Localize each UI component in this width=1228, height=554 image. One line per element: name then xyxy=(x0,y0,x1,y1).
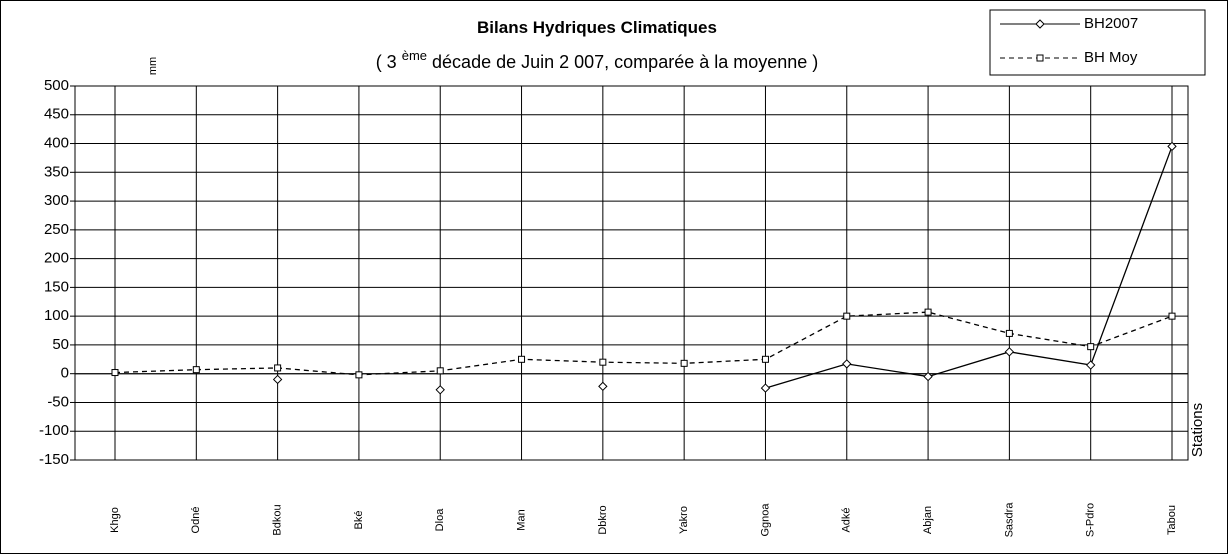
y-tick-label: 200 xyxy=(44,250,69,267)
marker xyxy=(192,366,200,374)
legend-label: BH Moy xyxy=(1084,49,1138,66)
subtitle-text: décade de Juin 2 007, comparée à la moye… xyxy=(432,52,818,72)
marker xyxy=(843,312,851,320)
y-tick-label: 300 xyxy=(44,192,69,209)
marker xyxy=(436,367,444,375)
y-tick-label: 350 xyxy=(44,163,69,180)
x-tick-label: Tabou xyxy=(1166,505,1178,535)
x-tick-label: S-Pdro xyxy=(1085,503,1097,537)
y-tick-label: 500 xyxy=(44,77,69,94)
chart-title: Bilans Hydriques Climatiques xyxy=(477,18,717,37)
y-tick-label: 100 xyxy=(44,307,69,324)
marker xyxy=(274,364,282,372)
marker xyxy=(842,359,852,369)
y-tick-label: 450 xyxy=(44,106,69,123)
marker xyxy=(923,371,933,382)
x-tick-label: Yakro xyxy=(678,506,690,534)
marker xyxy=(1085,360,1096,370)
marker xyxy=(680,359,688,367)
x-tick-label: Bdkou xyxy=(272,504,284,535)
subtitle-superscript: ème xyxy=(402,48,427,63)
y-tick-label: 150 xyxy=(44,278,69,295)
marker xyxy=(1005,329,1013,337)
y-axis-label: mm xyxy=(147,57,159,75)
x-tick-label: Odné xyxy=(190,507,202,534)
y-tick-label: 400 xyxy=(44,135,69,152)
y-tick-label: 50 xyxy=(52,336,69,353)
y-tick-label: 0 xyxy=(61,365,69,382)
y-tick-label: 250 xyxy=(44,221,69,238)
legend-label: BH2007 xyxy=(1084,15,1138,32)
marker xyxy=(760,383,771,393)
marker xyxy=(1168,312,1176,320)
y-tick-label: -50 xyxy=(47,393,69,410)
y-tick-label: -150 xyxy=(39,451,69,468)
x-axis-label: Stations xyxy=(1189,403,1206,457)
marker xyxy=(598,381,608,392)
x-tick-label: Abjan xyxy=(922,506,934,534)
chart-subtitle: ( 3 ème décade de Juin 2 007, comparée à… xyxy=(376,44,819,72)
marker xyxy=(355,371,363,379)
marker xyxy=(1004,347,1015,357)
series-line xyxy=(765,146,1173,389)
marker xyxy=(518,355,526,363)
x-tick-label: Ggnoa xyxy=(759,503,771,537)
marker xyxy=(1035,19,1045,29)
marker xyxy=(924,308,932,316)
x-tick-label: Dloa xyxy=(434,508,446,532)
plot-area xyxy=(74,85,1189,461)
marker xyxy=(1167,141,1177,152)
series-line xyxy=(114,311,1173,376)
marker xyxy=(1036,54,1044,62)
x-tick-label: Adké xyxy=(841,507,853,532)
subtitle-text: ( 3 xyxy=(376,52,397,72)
legend-box xyxy=(989,9,1206,76)
x-tick-label: Dbkro xyxy=(597,505,609,534)
marker xyxy=(761,355,769,363)
x-tick-label: Sasdra xyxy=(1003,502,1015,538)
marker xyxy=(599,358,607,366)
marker xyxy=(272,374,283,385)
marker xyxy=(1087,343,1095,351)
x-tick-label: Khgo xyxy=(109,507,121,533)
x-tick-label: Bké xyxy=(353,511,365,530)
y-tick-label: -100 xyxy=(39,422,69,439)
marker xyxy=(111,369,119,377)
marker xyxy=(435,385,445,395)
x-tick-label: Man xyxy=(515,509,527,530)
